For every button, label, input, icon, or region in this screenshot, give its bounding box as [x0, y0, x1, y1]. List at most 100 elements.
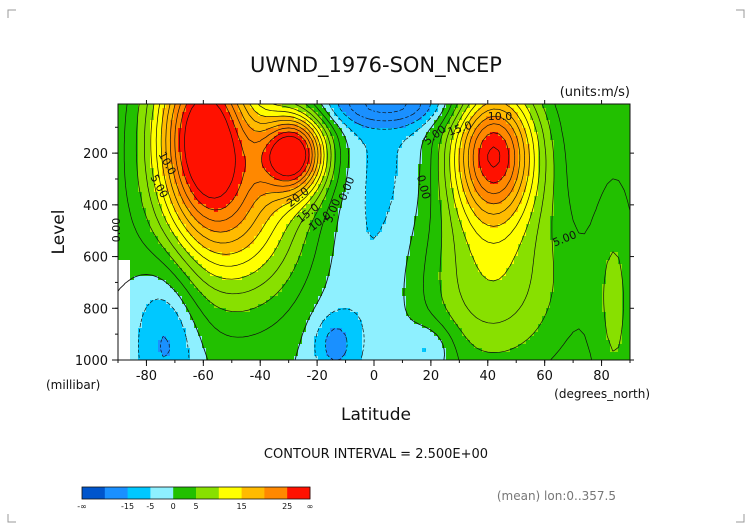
- field-cell: [162, 236, 167, 241]
- field-cell: [262, 108, 267, 113]
- field-cell: [138, 228, 143, 233]
- field-cell: [162, 168, 167, 173]
- field-cell: [458, 180, 463, 185]
- field-cell: [610, 244, 615, 249]
- field-cell: [150, 128, 155, 133]
- field-cell: [338, 184, 343, 189]
- field-cell: [598, 120, 603, 125]
- field-cell: [142, 256, 147, 261]
- field-cell: [178, 252, 183, 257]
- field-cell: [598, 104, 603, 109]
- field-cell: [454, 144, 459, 149]
- field-cell: [382, 248, 387, 253]
- field-cell: [230, 220, 235, 225]
- field-cell: [446, 116, 451, 121]
- field-cell: [162, 120, 167, 125]
- field-cell: [178, 136, 183, 141]
- field-cell: [542, 200, 547, 205]
- field-cell: [166, 176, 171, 181]
- field-cell: [546, 116, 551, 121]
- field-cell: [182, 116, 187, 121]
- field-cell: [274, 180, 279, 185]
- field-cell: [318, 132, 323, 137]
- field-cell: [250, 176, 255, 181]
- field-cell: [414, 244, 419, 249]
- field-cell: [278, 196, 283, 201]
- field-cell: [154, 236, 159, 241]
- field-cell: [286, 252, 291, 257]
- field-cell: [526, 116, 531, 121]
- field-cell: [434, 212, 439, 217]
- field-cell: [394, 244, 399, 249]
- field-cell: [314, 192, 319, 197]
- field-cell: [214, 120, 219, 125]
- field-cell: [138, 112, 143, 117]
- field-cell: [538, 240, 543, 245]
- field-cell: [538, 232, 543, 237]
- field-cell: [198, 112, 203, 117]
- field-cell: [334, 160, 339, 165]
- field-cell: [142, 224, 147, 229]
- field-cell: [522, 108, 527, 113]
- field-cell: [202, 216, 207, 221]
- field-cell: [538, 200, 543, 205]
- field-cell: [554, 136, 559, 141]
- field-cell: [210, 128, 215, 133]
- field-cell: [598, 216, 603, 221]
- field-cell: [310, 172, 315, 177]
- field-cell: [258, 120, 263, 125]
- field-cell: [166, 256, 171, 261]
- field-cell: [542, 228, 547, 233]
- field-cell: [122, 216, 127, 221]
- field-cell: [194, 140, 199, 145]
- field-cell: [406, 108, 411, 113]
- field-cell: [186, 212, 191, 217]
- field-cell: [590, 232, 595, 237]
- field-cell: [538, 112, 543, 117]
- field-cell: [370, 248, 375, 253]
- field-cell: [358, 216, 363, 221]
- field-cell: [174, 232, 179, 237]
- field-cell: [266, 136, 271, 141]
- field-cell: [490, 256, 495, 261]
- field-cell: [382, 192, 387, 197]
- field-cell: [526, 184, 531, 189]
- field-cell: [170, 136, 175, 141]
- field-cell: [438, 232, 443, 237]
- field-cell: [374, 184, 379, 189]
- field-cell: [574, 240, 579, 245]
- field-cell: [494, 132, 499, 137]
- field-cell: [194, 168, 199, 173]
- field-cell: [346, 232, 351, 237]
- field-cell: [214, 116, 219, 121]
- field-cell: [626, 240, 630, 245]
- field-cell: [146, 120, 151, 125]
- field-cell: [614, 140, 619, 145]
- field-cell: [382, 256, 387, 261]
- field-cell: [294, 132, 299, 137]
- field-cell: [270, 152, 275, 157]
- field-cell: [346, 236, 351, 241]
- field-cell: [346, 208, 351, 213]
- field-cell: [458, 256, 463, 261]
- field-cell: [422, 140, 427, 145]
- field-cell: [326, 108, 331, 113]
- field-cell: [406, 236, 411, 241]
- field-cell: [386, 220, 391, 225]
- field-cell: [374, 176, 379, 181]
- field-cell: [526, 240, 531, 245]
- field-cell: [302, 232, 307, 237]
- field-cell: [366, 188, 371, 193]
- field-cell: [442, 248, 447, 253]
- field-cell: [546, 244, 551, 249]
- field-cell: [570, 112, 575, 117]
- field-cell: [514, 228, 519, 233]
- field-cell: [266, 164, 271, 169]
- field-cell: [258, 236, 263, 241]
- field-cell: [510, 256, 515, 261]
- field-cell: [482, 112, 487, 117]
- field-cell: [186, 228, 191, 233]
- field-cell: [306, 188, 311, 193]
- field-cell: [598, 140, 603, 145]
- field-cell: [378, 116, 383, 121]
